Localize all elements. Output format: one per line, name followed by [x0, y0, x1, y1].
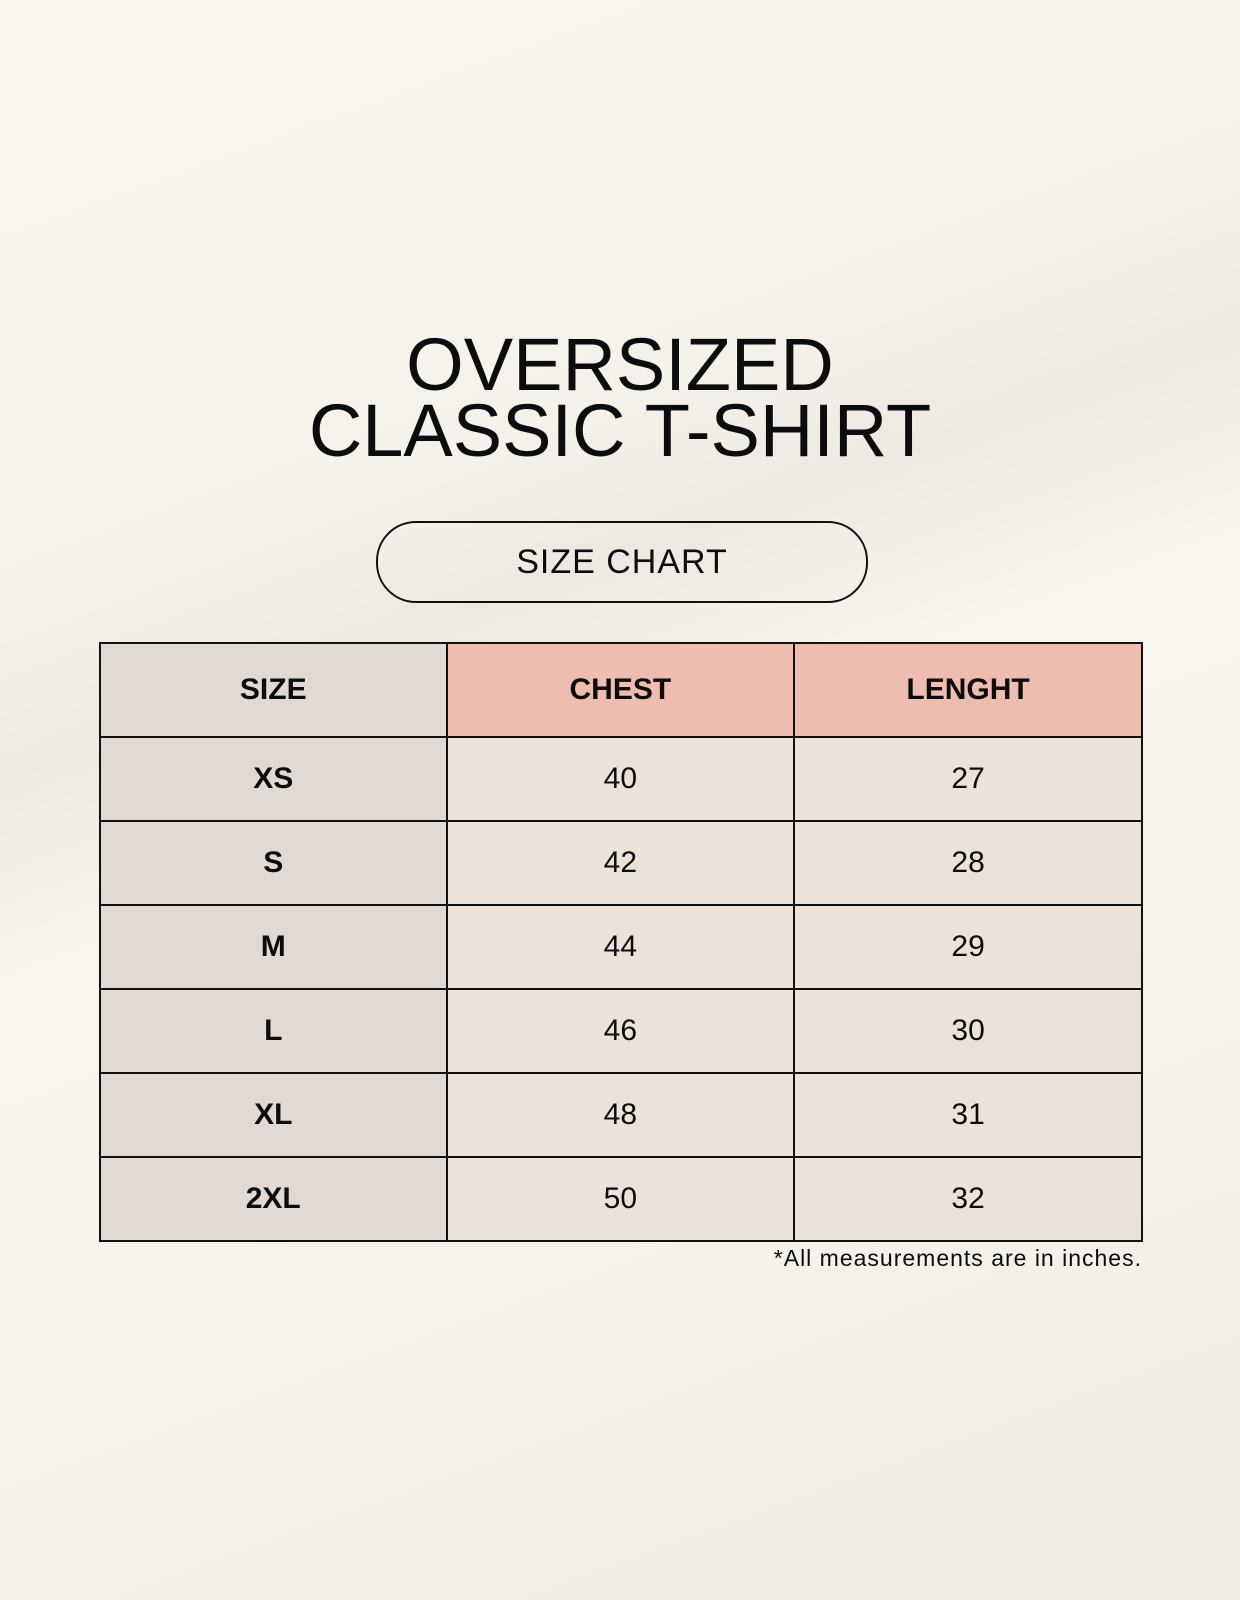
table-row: M 44 29 [99, 904, 1143, 990]
chest-cell: 50 [445, 1156, 796, 1242]
chest-cell: 46 [445, 988, 796, 1074]
size-cell: M [99, 904, 448, 990]
table-header-row: SIZE CHEST LENGHT [99, 642, 1143, 738]
length-cell: 30 [793, 988, 1143, 1074]
size-chart-badge: SIZE CHART [376, 521, 868, 603]
size-cell: S [99, 820, 448, 906]
header-length: LENGHT [793, 642, 1143, 738]
length-cell: 32 [793, 1156, 1143, 1242]
title-line-2: CLASSIC T-SHIRT [308, 389, 932, 472]
table-row: S 42 28 [99, 820, 1143, 906]
size-cell: 2XL [99, 1156, 448, 1242]
title-line-1: OVERSIZED [406, 323, 834, 406]
table-row: L 46 30 [99, 988, 1143, 1074]
length-cell: 27 [793, 736, 1143, 822]
page-title: OVERSIZED CLASSIC T-SHIRT [0, 323, 1240, 472]
header-chest: CHEST [445, 642, 796, 738]
table-row: XS 40 27 [99, 736, 1143, 822]
chest-cell: 40 [445, 736, 796, 822]
size-cell: XL [99, 1072, 448, 1158]
chest-cell: 44 [445, 904, 796, 990]
length-cell: 31 [793, 1072, 1143, 1158]
length-cell: 28 [793, 820, 1143, 906]
length-cell: 29 [793, 904, 1143, 990]
chest-cell: 42 [445, 820, 796, 906]
chest-cell: 48 [445, 1072, 796, 1158]
table-row: XL 48 31 [99, 1072, 1143, 1158]
header-size: SIZE [99, 642, 448, 738]
size-table: SIZE CHEST LENGHT XS 40 27 S 42 28 M 44 29 L 46 30 X… [99, 642, 1143, 1242]
size-cell: XS [99, 736, 448, 822]
footnote: *All measurements are in inches. [773, 1245, 1142, 1271]
table-row: 2XL 50 32 [99, 1156, 1143, 1242]
size-cell: L [99, 988, 448, 1074]
